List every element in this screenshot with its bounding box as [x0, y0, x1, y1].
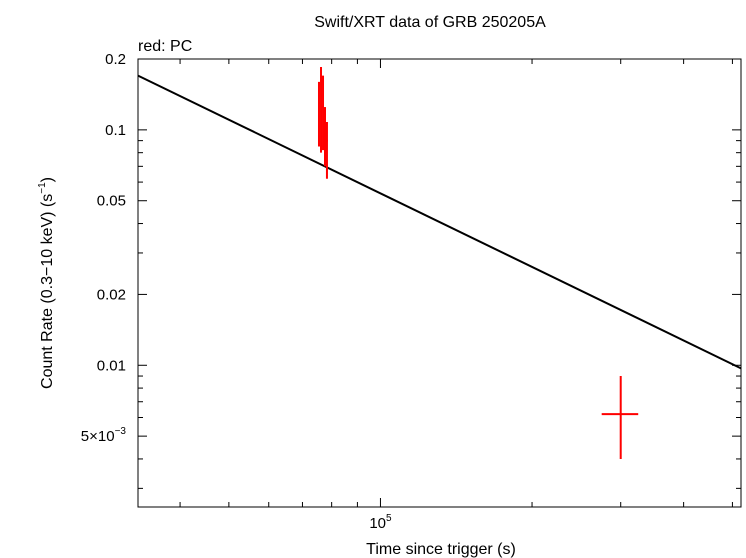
y-tick-label-exponent: −3: [115, 426, 127, 437]
data-point: [323, 107, 326, 167]
y-tick-label: 0.1: [105, 122, 126, 139]
x-tick-label: 105: [369, 513, 392, 532]
data-point: [320, 66, 323, 153]
y-tick-label-base: 0.05: [97, 193, 126, 210]
model-fit-line: [137, 74, 742, 370]
y-tick-label-base: 0.2: [105, 51, 126, 68]
y-tick-label: 0.02: [97, 286, 126, 303]
x-tick-label-exponent: 5: [386, 513, 392, 524]
data-point: [325, 121, 328, 179]
x-tick-label-base: 10: [369, 515, 386, 532]
y-axis-label-main: Count Rate (0.3−10 keV) (s: [39, 194, 56, 389]
y-tick-label-base: 0.01: [97, 357, 126, 374]
x-axis-label: Time since trigger (s): [366, 541, 516, 558]
y-tick-label: 0.01: [97, 357, 126, 374]
y-axis-label-superscript: −1: [37, 182, 48, 194]
y-tick-label: 0.2: [105, 51, 126, 68]
y-axis-label: Count Rate (0.3−10 keV) (s−1): [37, 177, 56, 389]
chart-subtitle: red: PC: [138, 38, 192, 55]
data-point: [317, 81, 320, 147]
y-tick-label-base: 0.1: [105, 122, 126, 139]
y-tick-label: 0.05: [97, 193, 126, 210]
data-point: [601, 376, 639, 459]
chart-title: Swift/XRT data of GRB 250205A: [314, 14, 546, 31]
plot-layer: 0.2 0.1 0.05 0.02 0.01 5×10−3 105: [81, 51, 742, 532]
plot-frame: [137, 58, 742, 508]
data-point: [322, 75, 325, 151]
y-tick-label-base: 5×10: [81, 428, 115, 445]
y-tick-label: 5×10−3: [81, 426, 127, 445]
y-axis-label-suffix: ): [39, 177, 56, 182]
y-tick-label-base: 0.02: [97, 286, 126, 303]
